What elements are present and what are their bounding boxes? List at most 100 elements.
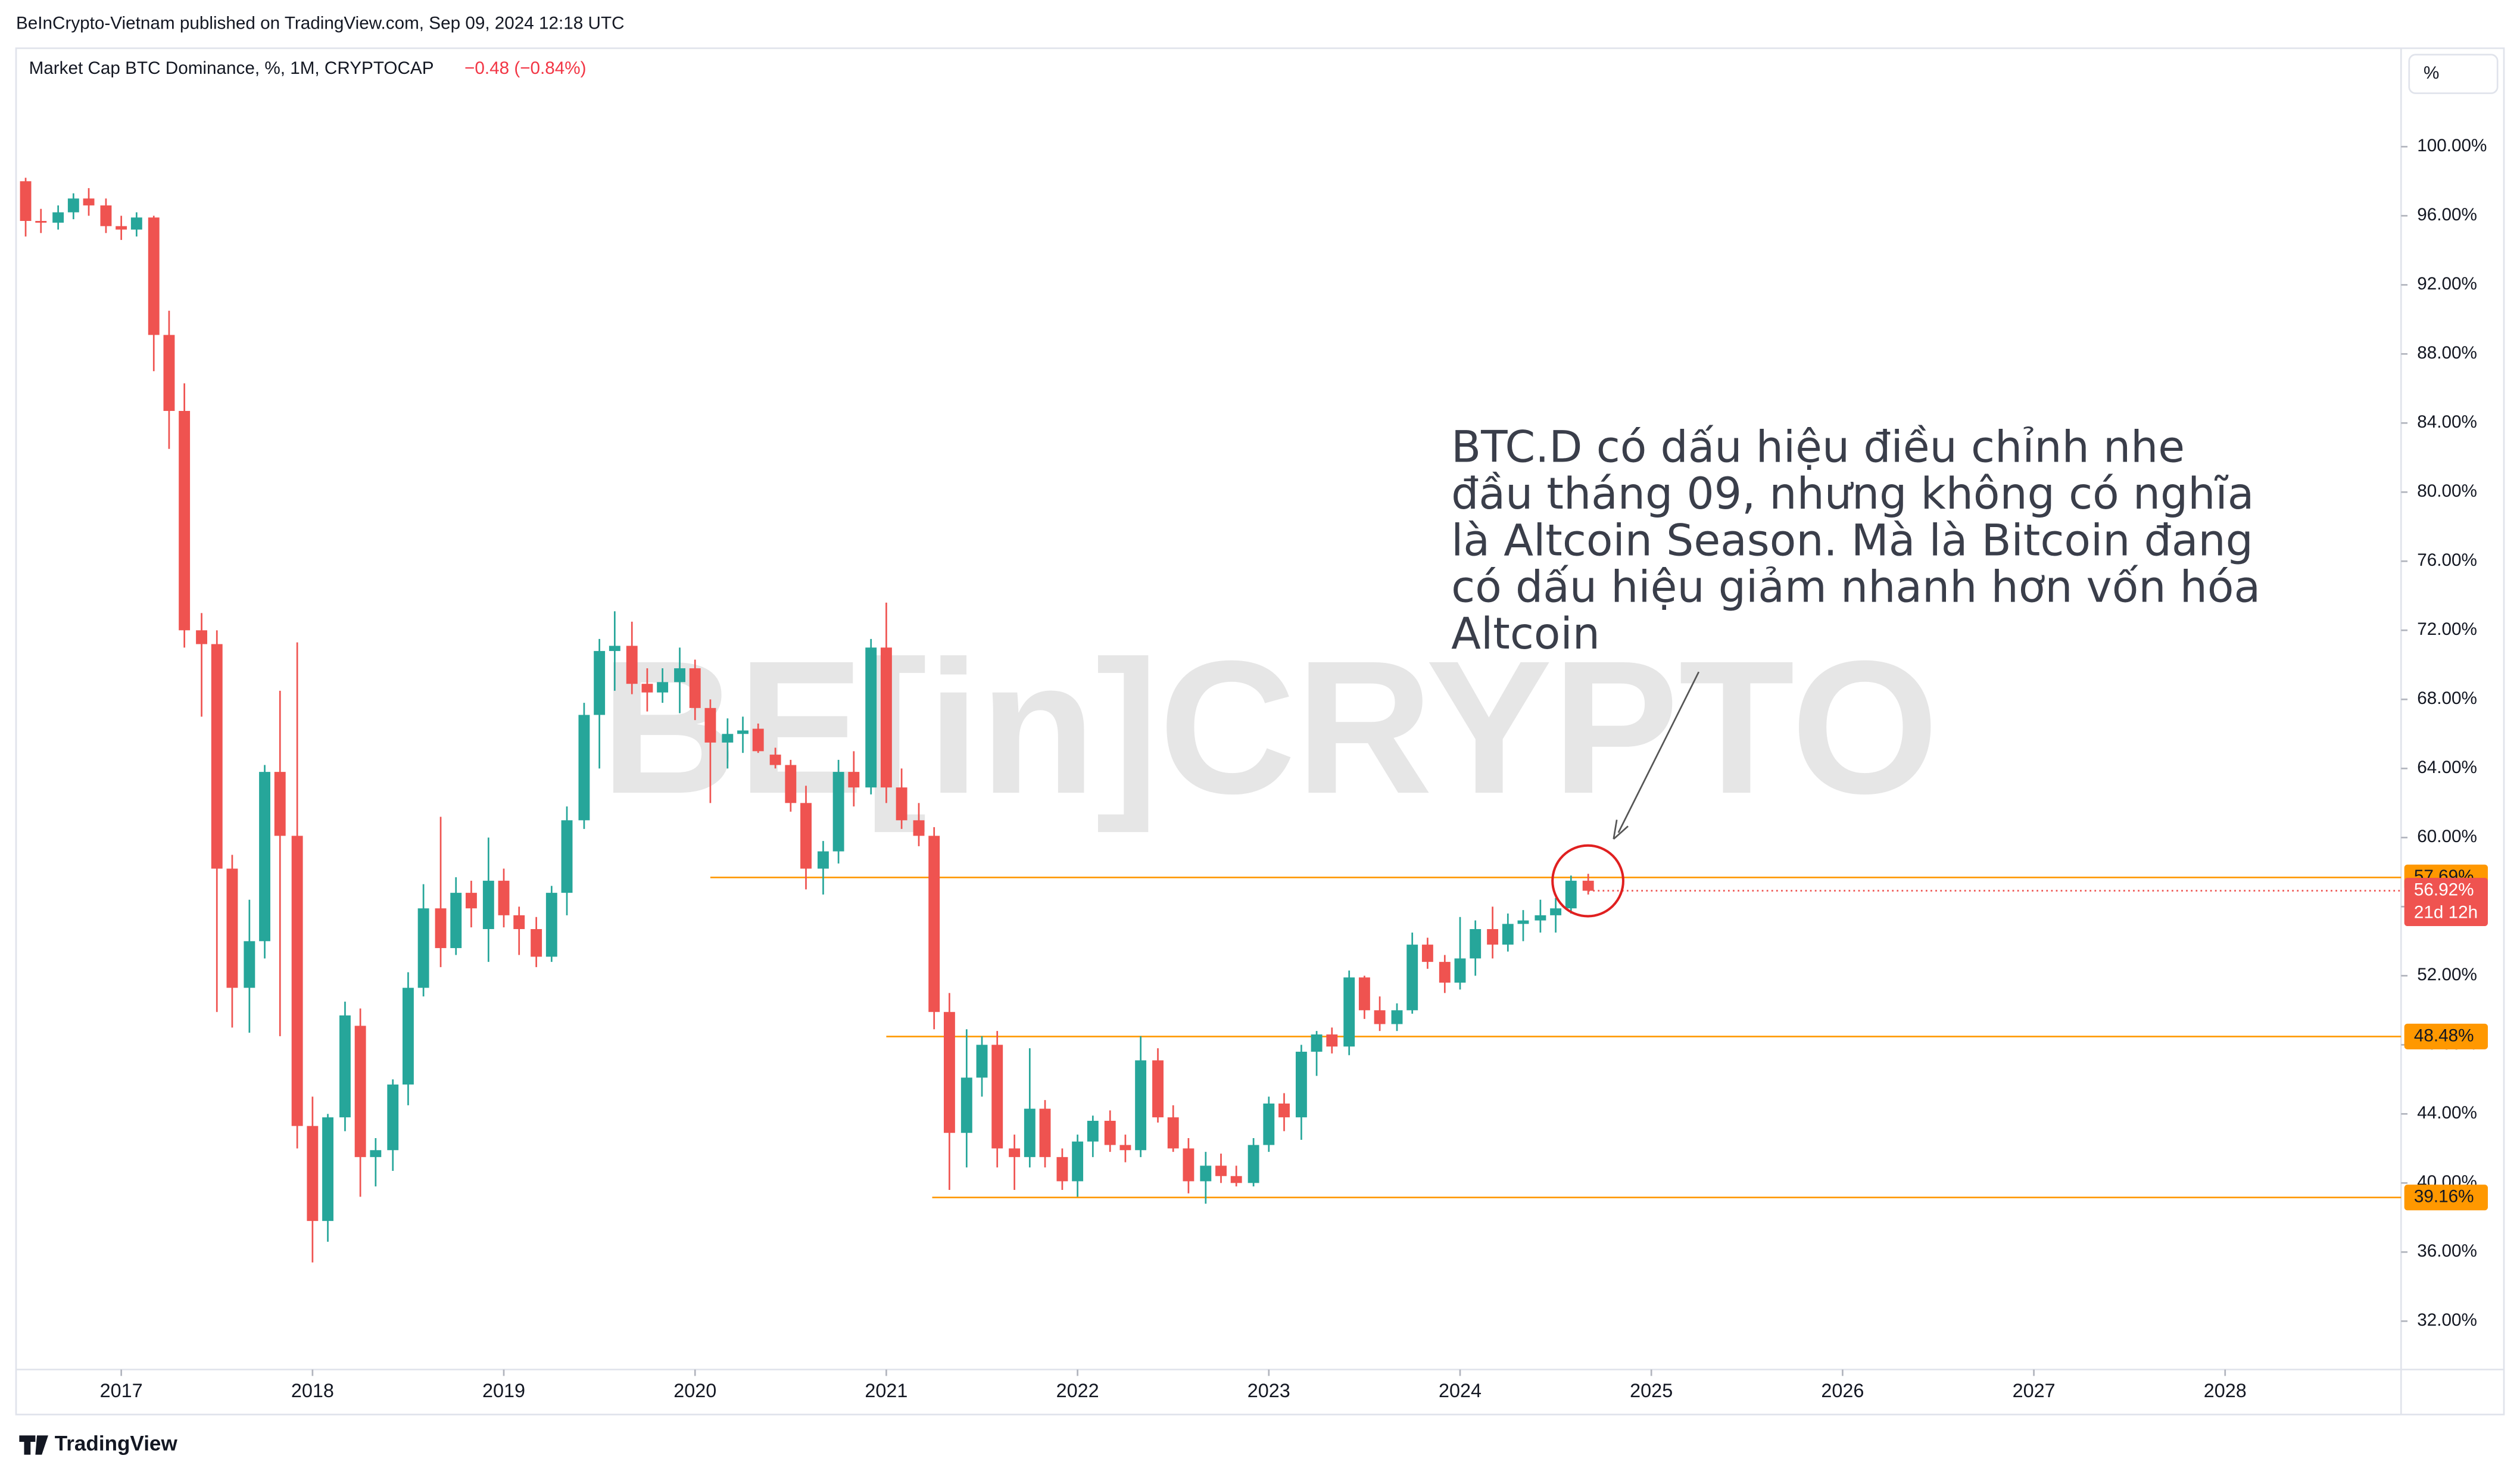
candle-body [1215,1166,1227,1176]
candle-body [1517,920,1529,924]
candle-body [1439,962,1451,983]
candle-body [513,915,525,930]
x-tick-label: 2023 [1247,1380,1290,1401]
y-tick-label: 52.00% [2417,965,2477,984]
candle-body [943,1012,955,1133]
candle-body [100,205,112,226]
y-tick-label: 68.00% [2417,688,2477,708]
annotation-line: BTC.D có dấu hiệu điều chỉnh nhe [1451,422,2185,473]
last-price-label: 56.92% [2414,880,2474,899]
plot: 32.00%36.00%40.00%44.00%48.00%52.00%56.0… [20,136,2488,1401]
candle-body [83,198,95,205]
candle-body [1230,1176,1242,1183]
candle-body [578,715,590,821]
candle-body [291,836,303,1126]
candle-body [20,181,32,221]
candle-body [1343,977,1355,1047]
x-tick-label: 2018 [291,1380,334,1401]
candle-body [211,644,223,869]
candle-body [1406,945,1418,1011]
candle-body [435,908,447,948]
frame [15,47,2505,1416]
candle-body [179,411,191,631]
candle-body [1502,924,1514,945]
candle-body [1247,1145,1259,1183]
unit-button[interactable] [2408,54,2499,94]
candle-body [689,668,701,708]
candle-body [817,851,829,869]
candle-body [1374,1010,1386,1024]
candle-body [1119,1145,1131,1151]
candle-body [465,893,477,909]
candle-body [1263,1103,1275,1145]
level-label: 39.16% [2414,1187,2474,1207]
y-tick-label: 60.00% [2417,827,2477,846]
annotation-line: có dấu hiệu giảm nhanh hơn vốn hóa [1451,562,2260,613]
arrow-head [1613,819,1629,840]
watermark: BE[in]CRYPTO [601,622,1939,834]
tv-logo [19,1435,48,1455]
candle-body [274,772,286,836]
candle-body [1470,929,1482,959]
candle-body [832,772,844,852]
y-tick-label: 36.00% [2417,1241,2477,1261]
y-tick-label: 100.00% [2417,136,2487,155]
candle-body [1135,1060,1147,1151]
candle-body [1295,1051,1307,1118]
candle-body [1024,1108,1036,1157]
legend: Market Cap BTC Dominance, %, 1M, CRYPTOC… [29,58,434,78]
candle-body [1167,1117,1179,1149]
y-tick-label: 72.00% [2417,619,2477,639]
y-tick-label: 84.00% [2417,412,2477,432]
candle-body [1039,1108,1051,1157]
candle-body [148,217,160,335]
candle-body [1550,908,1562,915]
unit-label[interactable]: % [2424,63,2439,83]
x-tick-label: 2017 [100,1380,143,1401]
candle-body [928,836,940,1012]
candle-body [1391,1010,1403,1024]
candle-body [626,646,638,684]
x-tick-label: 2026 [1821,1380,1864,1401]
candle-body [1104,1120,1116,1145]
candle-body [1009,1148,1021,1157]
candle-body [339,1015,351,1118]
candle-body [130,217,142,230]
y-tick-label: 32.00% [2417,1310,2477,1330]
candle-body [1087,1120,1099,1142]
level-badge [2404,1023,2488,1050]
candle-body [641,684,653,693]
candle-body [402,987,414,1085]
candle-body [1358,977,1370,1011]
x-tick-label: 2025 [1630,1380,1673,1401]
candle-body [1487,929,1499,945]
candle-body [913,820,925,836]
candle-body [704,708,716,743]
candle-body [561,820,573,893]
candle-body [737,730,748,734]
y-tick-label: 92.00% [2417,274,2477,294]
y-tick-label: 76.00% [2417,550,2477,570]
candle-body [976,1045,988,1078]
candle-body [1311,1034,1323,1052]
candle-body [1200,1166,1212,1182]
candle-body [674,668,685,683]
change: −0.48 (−0.84%) [464,58,587,78]
candle-body [1565,880,1577,909]
candle-body [259,772,270,942]
x-tick-label: 2021 [865,1380,907,1401]
candle-body [991,1045,1003,1149]
candle-body [307,1126,319,1221]
candle-body [1326,1034,1338,1047]
candle-body [1535,915,1546,921]
candle-body [848,772,860,788]
y-tick-label: 44.00% [2417,1103,2477,1123]
candle-body [35,220,47,223]
candle-body [594,651,606,715]
annotation-line: là Altcoin Season. Mà là Bitcoin đang [1451,515,2253,566]
highlight-circle [1551,844,1624,918]
candle-body [354,1026,366,1157]
y-tick-label: 80.00% [2417,481,2477,501]
candle-body [785,765,797,803]
